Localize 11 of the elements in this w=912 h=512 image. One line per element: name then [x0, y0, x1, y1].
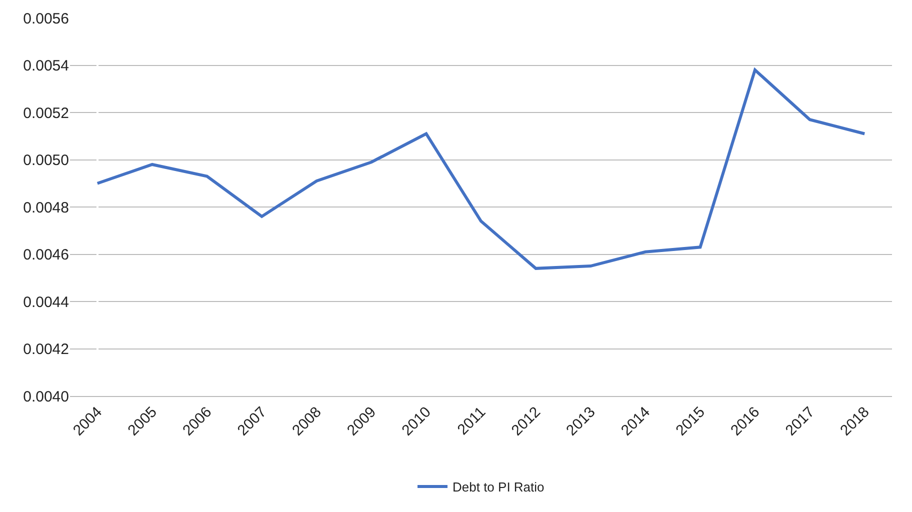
y-tick-label: 0.0056 [23, 10, 69, 28]
y-tick-label: 0.0040 [23, 388, 69, 406]
y-tick-label: 0.0052 [23, 104, 69, 122]
legend-label: Debt to PI Ratio [452, 480, 544, 495]
line-series [96, 68, 866, 270]
y-tick-label: 0.0048 [23, 199, 69, 216]
y-tick-label: 0.0042 [23, 341, 69, 358]
y-tick-label: 0.0054 [23, 58, 69, 74]
y-tick-label: 0.0044 [23, 294, 69, 311]
y-tick-label: 0.0050 [23, 152, 69, 169]
y-tick-label: 0.0046 [23, 246, 69, 264]
